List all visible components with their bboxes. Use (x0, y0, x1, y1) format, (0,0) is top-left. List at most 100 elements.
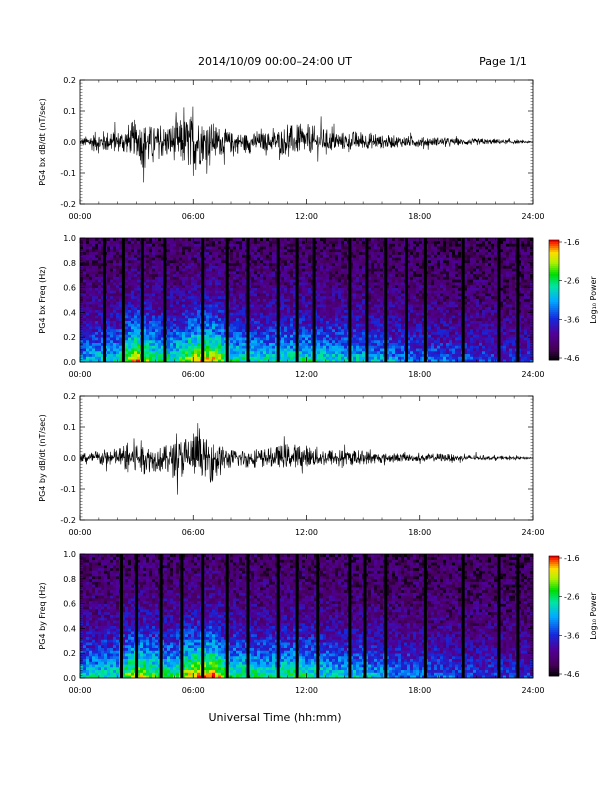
spectrogram-cell (176, 249, 180, 253)
spectrogram-cell (350, 342, 354, 346)
spectrogram-cell (263, 262, 267, 266)
spectrogram-cell (197, 359, 201, 363)
spectrogram-cell (203, 290, 207, 294)
spectrogram-cell (197, 284, 201, 288)
spectrogram-cell (266, 345, 270, 349)
spectrogram-cell (344, 312, 348, 316)
spectrogram-cell (86, 265, 90, 269)
spectrogram-cell (131, 290, 135, 294)
spectrogram-cell (293, 257, 297, 261)
spectrogram-cell (131, 359, 135, 363)
spectrogram-cell (356, 268, 360, 272)
spectrogram-cell (356, 326, 360, 330)
spectrogram-cell (209, 246, 213, 250)
spectrogram-cell (326, 342, 330, 346)
spectrogram-cell (95, 306, 99, 310)
spectrogram-cell (317, 240, 321, 244)
spectrogram-cell (362, 328, 366, 332)
spectrogram-cell (92, 295, 96, 299)
spectrogram-cell (290, 345, 294, 349)
spectrogram-cell (266, 326, 270, 330)
spectrogram-cell (260, 334, 264, 338)
spectrogram-cell (83, 328, 87, 332)
spectrogram-cell (395, 301, 399, 305)
spectrogram-cell (368, 284, 372, 288)
spectrogram-cell (128, 337, 132, 341)
spectrogram-cell (146, 251, 150, 255)
spectrogram-cell (233, 317, 237, 321)
spectrogram-cell (155, 265, 159, 269)
spectrogram-cell (173, 287, 177, 291)
spectrogram-cell (215, 260, 219, 264)
spectrogram-cell (113, 348, 117, 352)
spectrogram-cell (107, 339, 111, 344)
spectrogram-cell (185, 334, 189, 338)
spectrogram-cell (305, 265, 309, 269)
spectrogram-cell (326, 359, 330, 363)
spectrogram-cell (335, 320, 339, 324)
spectrogram-cell (338, 276, 342, 280)
spectrogram-cell (392, 271, 396, 275)
spectrogram-cell (119, 315, 123, 319)
spectrogram-cell (251, 284, 255, 288)
spectrogram-cell (359, 257, 363, 261)
spectrogram-cell (371, 254, 375, 258)
spectrogram-cell (302, 282, 306, 286)
spectrogram-cell (269, 293, 273, 297)
spectrogram-cell (392, 257, 396, 261)
spectrogram-cell (338, 271, 342, 275)
spectrogram-cell (92, 315, 96, 319)
spectrogram-cell (110, 353, 114, 357)
spectrogram-cell (374, 295, 378, 299)
spectrogram-cell (134, 328, 138, 332)
spectrogram-cell (155, 301, 159, 305)
spectrogram-cell (326, 265, 330, 269)
spectrogram-cell (230, 312, 234, 316)
spectrogram-cell (170, 251, 174, 255)
spectrogram-cell (143, 359, 147, 363)
spectrogram-cell (197, 350, 201, 355)
spectrogram-cell (176, 293, 180, 297)
spectrogram-cell (281, 295, 285, 299)
spectrogram-cell (389, 298, 393, 302)
spectrogram-cell (353, 331, 357, 335)
spectrogram-cell (236, 249, 240, 253)
spectrogram-cell (251, 334, 255, 338)
spectrogram-cell (170, 268, 174, 272)
spectrogram-cell (158, 260, 162, 264)
spectrogram-cell (137, 243, 141, 247)
spectrogram-cell (305, 309, 309, 313)
spectrogram-cell (146, 309, 150, 313)
spectrogram-cell (137, 290, 141, 294)
spectrogram-cell (359, 293, 363, 297)
spectrogram-cell (197, 320, 201, 324)
spectrogram-cell (137, 359, 141, 363)
spectrogram-cell (308, 328, 312, 332)
spectrogram-cell (197, 348, 201, 352)
spectrogram-cell (362, 323, 366, 327)
spectrogram-cell (272, 326, 276, 330)
spectrogram-cell (110, 350, 114, 355)
spectrogram-cell (266, 359, 270, 363)
spectrogram-cell (128, 257, 132, 261)
spectrogram-cell (236, 251, 240, 255)
spectrogram-cell (263, 282, 267, 286)
spectrogram-cell (326, 326, 330, 330)
spectrogram-cell (341, 254, 345, 258)
spectrogram-cell (83, 301, 87, 305)
spectrogram-cell (353, 328, 357, 332)
spectrogram-cell (380, 317, 384, 321)
spectrogram-cell (344, 328, 348, 332)
spectrogram-cell (284, 315, 288, 319)
spectrogram-cell (344, 240, 348, 244)
spectrogram-cell (314, 326, 318, 330)
spectrogram-cell (107, 350, 111, 355)
spectrogram-cell (284, 282, 288, 286)
spectrogram-cell (215, 287, 219, 291)
spectrogram-cell (338, 293, 342, 297)
spectrogram-cell (167, 339, 171, 344)
spectrogram-cell (377, 249, 381, 253)
spectrogram-cell (152, 257, 156, 261)
spectrogram-cell (314, 359, 318, 363)
spectrogram-cell (335, 293, 339, 297)
